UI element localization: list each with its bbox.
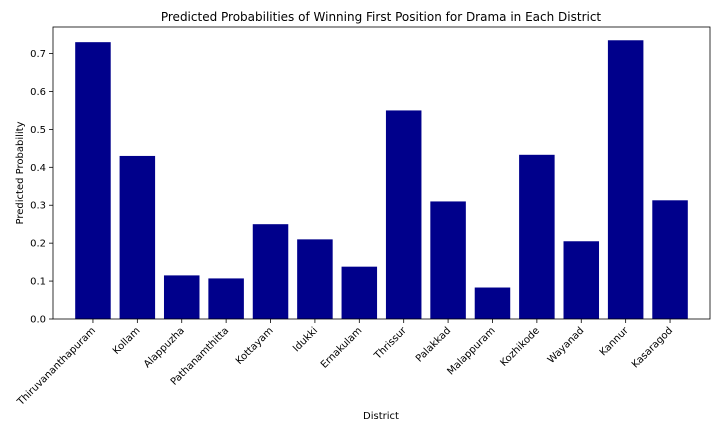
chart-title: Predicted Probabilities of Winning First… [161, 10, 602, 24]
bar-palakkad [430, 201, 466, 319]
y-axis: 0.0 0.1 0.2 0.3 0.4 0.5 0.6 0.7 [30, 49, 53, 326]
y-tick-label: 0.2 [30, 239, 46, 250]
bars-group [75, 40, 688, 320]
x-axis: Thiruvananthapuram Kollam AlappuzhaPathana… [15, 319, 675, 408]
bar-kollam [119, 155, 156, 319]
x-tick-label: Wayanad [546, 325, 586, 365]
y-tick-label: 0.7 [30, 49, 46, 60]
x-tick-label: Idukki [291, 325, 320, 354]
bar-thrissur [385, 110, 422, 320]
x-tick-label: Malappuram [445, 325, 497, 377]
x-tick-label: Alappuzha [142, 325, 187, 370]
bar-kottayam [252, 224, 289, 319]
x-axis-label: District [363, 411, 399, 422]
bar-wayanad [563, 241, 600, 319]
y-tick-label: 0.3 [30, 201, 46, 212]
y-tick-label: 0.1 [30, 277, 46, 288]
bar-idukki [297, 239, 333, 319]
x-tick-label: Ernakulam [319, 325, 364, 370]
bar-pathanamthitta [208, 278, 244, 319]
y-axis-label: Predicted Probability [15, 121, 26, 224]
bar-kannur [607, 40, 644, 320]
plot-frame [52, 26, 711, 320]
bar-kozhikode [519, 154, 555, 319]
x-tick-label: Palakkad [414, 325, 453, 364]
x-tick-label: Kozhikode [498, 325, 542, 369]
bar-thiruvananthapuram [75, 42, 111, 320]
bar-ernakulam [341, 266, 378, 319]
x-tick-label: Thiruvananthapuram [15, 325, 98, 408]
bar-alappuzha [163, 275, 200, 319]
x-tick-label: Kasaragod [630, 325, 675, 370]
bar-malappuram [474, 287, 511, 319]
y-tick-label: 0.0 [30, 315, 46, 326]
x-tick-label: Thrissur [372, 325, 410, 363]
x-tick-label: Kollam [111, 325, 143, 357]
bar-kasaragod [652, 200, 688, 319]
x-tick-label: Kannur [598, 325, 632, 359]
y-tick-label: 0.6 [30, 87, 46, 98]
y-tick-label: 0.5 [30, 125, 46, 136]
y-tick-label: 0.4 [30, 163, 46, 174]
x-tick-label: Kottayam [234, 325, 276, 367]
